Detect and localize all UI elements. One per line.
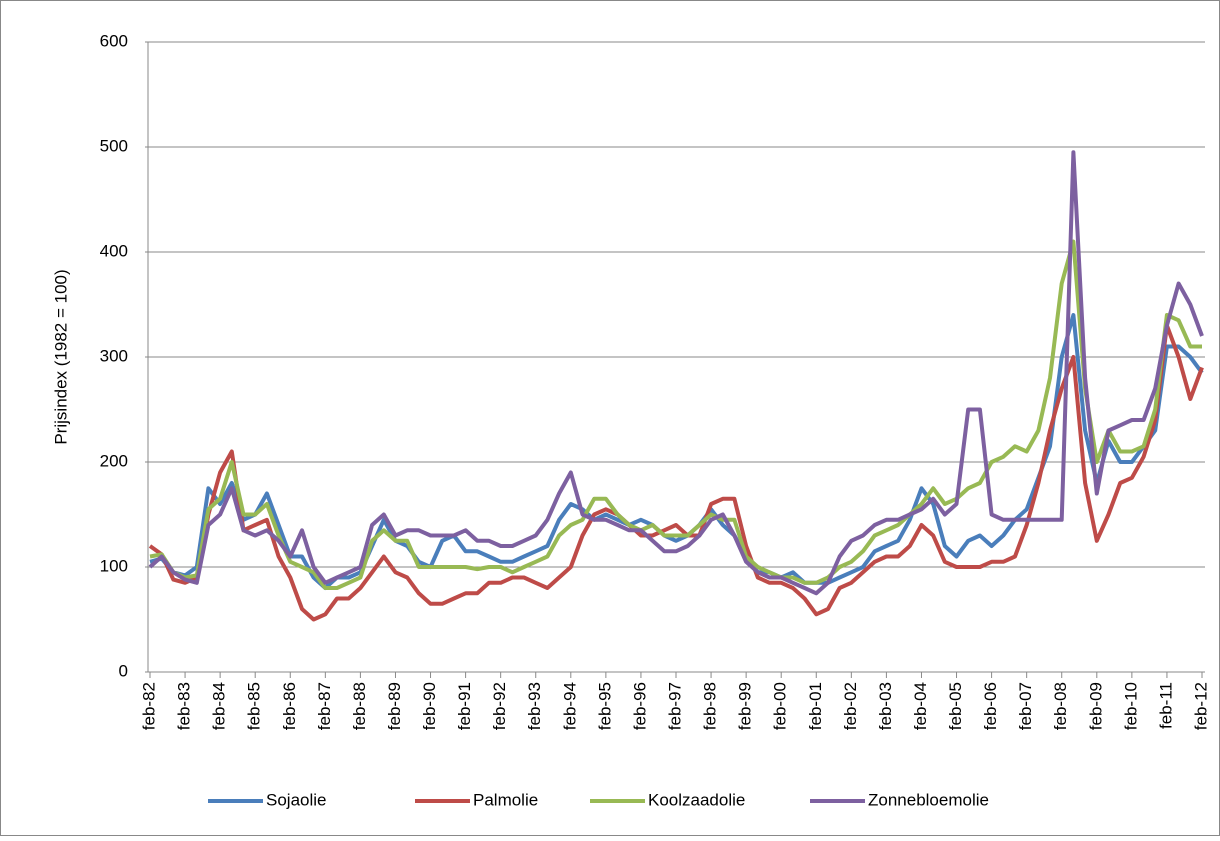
legend-label: Sojaolie	[266, 790, 327, 809]
x-tick-label: feb-92	[490, 682, 509, 730]
x-tick-label: feb-12	[1191, 682, 1210, 730]
legend-label: Zonnebloemolie	[868, 790, 989, 809]
y-tick-label: 400	[100, 241, 128, 260]
x-tick-label: feb-85	[245, 682, 264, 730]
legend-label: Palmolie	[473, 790, 538, 809]
legend-label: Koolzaadolie	[648, 790, 745, 809]
x-tick-label: feb-90	[420, 682, 439, 730]
x-tick-label: feb-03	[876, 682, 895, 730]
x-tick-label: feb-86	[280, 682, 299, 730]
y-tick-label: 300	[100, 346, 128, 365]
x-tick-label: feb-98	[701, 682, 720, 730]
x-tick-label: feb-08	[1051, 682, 1070, 730]
x-tick-label: feb-91	[455, 682, 474, 730]
x-tick-label: feb-87	[315, 682, 334, 730]
x-tick-label: feb-93	[525, 682, 544, 730]
x-tick-label: feb-95	[595, 682, 614, 730]
x-tick-label: feb-99	[736, 682, 755, 730]
y-tick-label: 600	[100, 31, 128, 50]
x-tick-label: feb-88	[350, 682, 369, 730]
x-tick-label: feb-07	[1016, 682, 1035, 730]
x-tick-label: feb-84	[210, 682, 229, 730]
x-tick-label: feb-97	[665, 682, 684, 730]
y-tick-label: 0	[119, 661, 128, 680]
y-tick-label: 100	[100, 556, 128, 575]
x-tick-label: feb-09	[1086, 682, 1105, 730]
x-tick-label: feb-02	[841, 682, 860, 730]
series-line	[149, 239, 1202, 590]
x-tick-label: feb-00	[771, 682, 790, 730]
x-tick-label: feb-82	[139, 682, 158, 730]
y-tick-label: 200	[100, 451, 128, 470]
x-tick-label: feb-83	[175, 682, 194, 730]
x-tick-label: feb-06	[981, 682, 1000, 730]
x-tick-label: feb-04	[911, 682, 930, 730]
x-tick-label: feb-10	[1121, 682, 1140, 730]
x-tick-label: feb-05	[946, 682, 965, 730]
x-tick-label: feb-11	[1156, 682, 1175, 729]
x-tick-label: feb-01	[806, 682, 825, 730]
x-tick-label: feb-94	[560, 682, 579, 730]
y-tick-label: 500	[100, 136, 128, 155]
x-tick-label: feb-96	[630, 682, 649, 730]
series-line	[148, 323, 1204, 622]
y-axis-label: Prijsindex (1982 = 100)	[51, 269, 70, 444]
x-tick-label: feb-89	[385, 682, 404, 730]
series-line	[148, 150, 1204, 596]
